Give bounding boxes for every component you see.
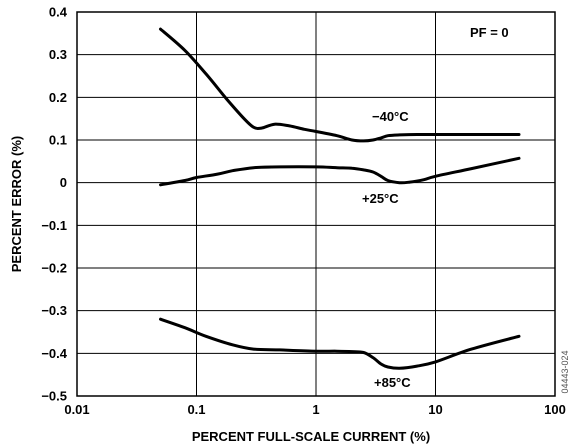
y-tick-label: 0.1 — [49, 133, 67, 148]
x-tick-label: 0.1 — [187, 402, 205, 417]
series-label-plus85: +85°C — [374, 375, 411, 390]
series-lines — [159, 27, 521, 370]
y-tick-labels: 0.4 0.3 0.2 0.1 0 −0.1 −0.2 −0.3 −0.4 −0.5 — [41, 5, 67, 404]
x-tick-label: 100 — [544, 402, 566, 417]
y-axis-title: PERCENT ERROR (%) — [9, 136, 24, 273]
y-tick-label: −0.5 — [41, 389, 67, 404]
figure-id: 04443-024 — [560, 350, 570, 393]
pf-annotation: PF = 0 — [470, 25, 509, 40]
y-tick-label: −0.1 — [41, 218, 67, 233]
series-label-plus25: +25°C — [362, 191, 399, 206]
plot-frame — [76, 11, 556, 397]
series-label-minus40: −40°C — [372, 109, 409, 124]
x-tick-label: 0.01 — [64, 402, 89, 417]
y-tick-label: 0.3 — [49, 47, 67, 62]
grid-lines — [76, 11, 556, 397]
x-axis-title: PERCENT FULL-SCALE CURRENT (%) — [192, 429, 430, 444]
series-line-minus40 — [159, 27, 521, 143]
x-tick-labels: 0.01 0.1 1 10 100 — [64, 402, 566, 417]
series-line-plus85 — [159, 317, 521, 370]
y-tick-label: 0.4 — [49, 5, 68, 20]
x-tick-label: 10 — [428, 402, 442, 417]
series-line-plus25 — [159, 156, 521, 187]
y-tick-label: −0.2 — [41, 261, 67, 276]
y-tick-label: −0.4 — [41, 346, 67, 361]
y-tick-label: 0.2 — [49, 90, 67, 105]
x-tick-label: 1 — [312, 402, 319, 417]
y-tick-label: 0 — [60, 175, 67, 190]
y-tick-label: −0.3 — [41, 303, 67, 318]
